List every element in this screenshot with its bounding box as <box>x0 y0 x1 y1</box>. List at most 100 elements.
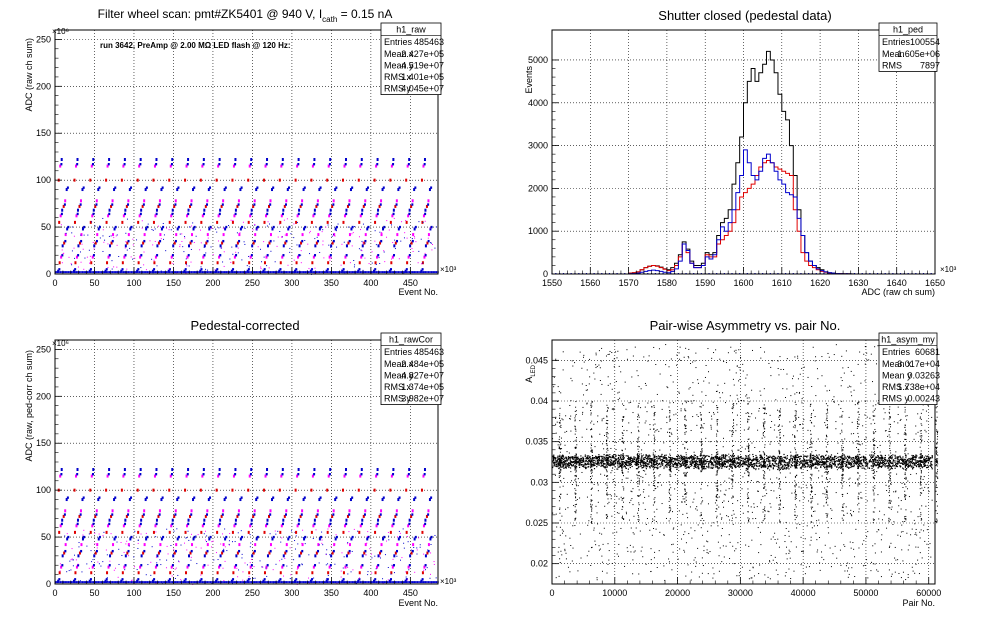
data-point <box>591 466 593 468</box>
data-point <box>295 261 298 265</box>
data-point <box>780 456 783 458</box>
data-point <box>787 466 789 468</box>
data-point <box>256 186 259 189</box>
data-point <box>108 254 111 257</box>
data-point <box>911 463 914 465</box>
data-point <box>689 457 691 459</box>
data-point <box>409 554 412 558</box>
data-point <box>146 535 149 539</box>
data-point <box>577 460 580 462</box>
data-point <box>236 581 239 584</box>
data-point <box>794 466 796 468</box>
data-point <box>590 463 592 465</box>
data-point <box>911 454 913 457</box>
data-point <box>651 464 653 466</box>
data-point <box>648 457 651 459</box>
data-point <box>574 465 576 468</box>
data-point <box>91 271 93 274</box>
data-point <box>193 225 196 229</box>
data-point <box>330 554 333 558</box>
data-point <box>593 468 596 470</box>
data-point <box>850 459 852 461</box>
data-point <box>726 466 728 468</box>
data-point <box>656 468 658 470</box>
data-point <box>102 271 104 274</box>
data-point <box>602 457 604 459</box>
data-point <box>237 203 240 206</box>
data-point <box>69 271 71 274</box>
data-point <box>598 455 601 458</box>
data-point <box>414 225 417 229</box>
data-point <box>310 271 313 274</box>
data-point <box>249 524 252 528</box>
data-point <box>648 454 650 456</box>
data-point <box>218 240 220 242</box>
data-point <box>584 462 587 465</box>
data-point <box>185 261 188 265</box>
data-point <box>266 468 269 472</box>
data-point <box>113 498 116 502</box>
data-point <box>694 463 696 466</box>
data-point <box>798 464 800 466</box>
data-point <box>781 460 783 462</box>
data-point <box>143 549 146 553</box>
data-point <box>90 474 93 478</box>
data-point <box>712 465 714 467</box>
data-point <box>822 458 824 460</box>
data-point <box>913 464 915 466</box>
data-point <box>151 271 153 274</box>
data-point <box>734 457 736 459</box>
data-point <box>625 467 627 470</box>
data-point <box>143 239 146 243</box>
data-point <box>703 464 705 466</box>
data-point <box>374 578 377 581</box>
data-point <box>429 227 431 229</box>
data-point <box>678 457 681 459</box>
data-point <box>815 466 817 468</box>
data-point <box>108 212 111 216</box>
data-point <box>393 244 396 248</box>
data-point <box>607 460 609 462</box>
data-point <box>141 227 143 229</box>
data-point <box>410 581 412 584</box>
data-point <box>769 460 771 462</box>
data-point <box>208 537 211 541</box>
data-point <box>190 509 193 513</box>
data-point <box>288 225 291 229</box>
data-point <box>759 454 761 456</box>
data-point <box>188 244 191 248</box>
data-point <box>205 268 207 270</box>
data-point <box>145 537 148 541</box>
data-point <box>363 513 366 516</box>
data-point <box>645 455 647 457</box>
data-point <box>359 214 362 218</box>
data-point <box>171 158 174 162</box>
data-point <box>398 258 400 260</box>
data-point <box>265 581 267 584</box>
data-point <box>760 463 762 465</box>
data-point <box>176 581 179 584</box>
data-point <box>220 204 223 208</box>
data-point <box>232 219 234 221</box>
data-point <box>234 208 237 212</box>
data-point <box>206 199 209 203</box>
data-point <box>148 581 150 584</box>
data-point <box>930 465 932 467</box>
data-point <box>820 457 822 459</box>
data-point <box>72 559 74 561</box>
data-point <box>254 223 256 225</box>
data-point <box>250 581 253 584</box>
data-point <box>97 581 100 584</box>
data-point <box>721 467 723 469</box>
data-point <box>217 164 220 168</box>
data-point <box>261 581 264 584</box>
data-point <box>864 456 866 458</box>
data-point <box>328 255 331 259</box>
data-point <box>796 456 798 459</box>
data-point <box>704 456 706 458</box>
data-point <box>628 464 630 466</box>
data-point <box>719 460 721 463</box>
data-point <box>327 224 329 226</box>
data-point <box>647 456 649 459</box>
data-point <box>903 458 905 460</box>
